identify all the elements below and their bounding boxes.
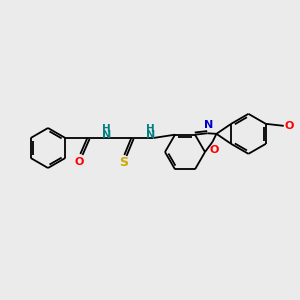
Text: H: H	[146, 124, 155, 134]
Text: N: N	[204, 120, 213, 130]
Text: O: O	[75, 157, 84, 167]
Text: H: H	[102, 124, 111, 134]
Text: N: N	[146, 130, 155, 140]
Text: S: S	[119, 157, 128, 169]
Text: O: O	[284, 121, 293, 131]
Text: N: N	[102, 130, 111, 140]
Text: O: O	[210, 145, 219, 155]
